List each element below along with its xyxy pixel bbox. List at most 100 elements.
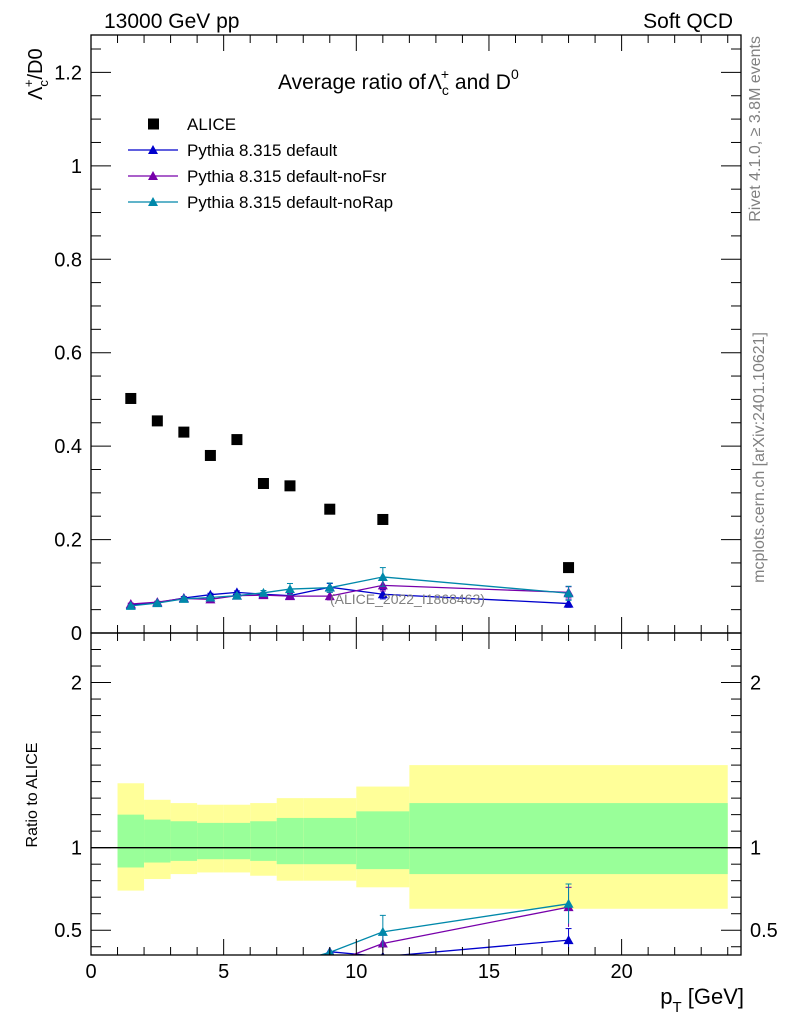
- axis-ticks: [90, 35, 741, 955]
- main-point-noRap: [258, 587, 269, 597]
- main-y-tick-label: 0.4: [54, 436, 82, 458]
- ratio-point-noRap: [179, 980, 189, 989]
- ratio-y-tick-label-right: 1: [750, 838, 761, 860]
- main-title-mid: and D: [449, 71, 511, 94]
- ratio-uncertainty-bands: [117, 765, 728, 909]
- ratio-point-default: [563, 935, 574, 945]
- main-y-axis-label: Λc+/D0: [21, 48, 51, 100]
- y-label-sub: c: [36, 80, 51, 87]
- main-panel-series: [125, 392, 575, 610]
- legend-label-default: Pythia 8.315 default: [187, 141, 338, 160]
- main-title: Average ratio ofΛc+ and D0: [278, 66, 519, 98]
- alice-data-point: [563, 562, 575, 574]
- legend-marker-default: [148, 145, 158, 154]
- main-y-tick-label: 0.2: [54, 530, 82, 552]
- main-point-noRap: [324, 582, 335, 592]
- inner-band-bin: [356, 811, 410, 870]
- ratio-point-default: [232, 973, 242, 982]
- inner-band-bin: [223, 822, 251, 860]
- x-label-sub: T: [672, 999, 681, 1016]
- x-tick-label: 10: [345, 961, 367, 983]
- main-point-noRap: [152, 598, 163, 608]
- mcplots-label: mcplots.cern.ch [arXiv:2401.10621]: [751, 332, 768, 583]
- main-point-noRap: [231, 590, 242, 600]
- ratio-point-default: [285, 966, 295, 975]
- ratio-point-default: [179, 979, 189, 988]
- ratio-y-tick-label-right: 2: [750, 673, 761, 695]
- inner-band-bin: [276, 817, 304, 865]
- inner-band-bin: [409, 803, 728, 875]
- main-point-default: [563, 598, 574, 608]
- alice-data-point: [231, 434, 243, 446]
- ratio-point-default: [205, 972, 215, 981]
- alice-data-point: [377, 513, 389, 525]
- alice-data-point: [257, 478, 269, 489]
- alice-data-point: [178, 426, 190, 438]
- inner-band-bin: [303, 817, 357, 865]
- legend: ALICE Pythia 8.315 default Pythia 8.315 de…: [128, 115, 393, 212]
- ratio-point-noFsr: [258, 966, 268, 975]
- inner-band-bin: [197, 822, 224, 860]
- x-tick-label: 20: [610, 961, 632, 983]
- main-title-lambda: Λ: [428, 71, 442, 94]
- alice-data-point: [125, 392, 137, 404]
- header-left-label: 13000 GeV pp: [104, 10, 239, 33]
- rivet-version-label: Rivet 4.1.0, ≥ 3.8M events: [747, 36, 764, 222]
- main-y-tick-label: 1.2: [54, 62, 82, 84]
- ratio-y-axis-label: Ratio to ALICE: [24, 743, 41, 848]
- ratio-point-default: [126, 988, 136, 997]
- main-point-default: [377, 589, 388, 599]
- legend-label-alice: ALICE: [187, 115, 236, 134]
- legend-label-noFsr: Pythia 8.315 default-noFsr: [187, 167, 387, 186]
- ratio-panel-frame: [90, 632, 742, 956]
- main-point-noRap: [178, 593, 189, 603]
- alice-data-point: [284, 480, 296, 492]
- x-label-rest: [GeV]: [682, 984, 744, 1009]
- legend-marker-noFsr: [148, 171, 158, 180]
- main-title-sub: c: [442, 82, 449, 98]
- ratio-point-noFsr: [126, 987, 136, 996]
- alice-data-point: [151, 415, 163, 427]
- inner-band-bin: [170, 821, 198, 861]
- main-y-tick-label: 0.6: [54, 343, 82, 365]
- main-point-noRap: [205, 592, 216, 602]
- main-y-tick-label: 1: [71, 156, 82, 178]
- ratio-point-noRap: [205, 975, 215, 984]
- main-title-prefix: Average ratio of: [278, 71, 426, 94]
- main-line-noFsr: [130, 584, 569, 605]
- inner-band-bin: [144, 819, 171, 863]
- ratio-point-noFsr: [325, 959, 335, 968]
- main-point-noFsr: [324, 591, 335, 601]
- y-label-sup: +: [21, 80, 36, 88]
- ratio-point-noFsr: [285, 966, 295, 975]
- main-point-noRap: [377, 571, 388, 581]
- inner-band-bin: [250, 821, 277, 861]
- main-point-noFsr: [284, 591, 295, 601]
- ratio-y-tick-label-left: 0.5: [54, 920, 82, 942]
- legend-label-noRap: Pythia 8.315 default-noRap: [187, 193, 393, 212]
- analysis-watermark: (ALICE_2022_I1868463): [330, 591, 485, 607]
- alice-data-point: [204, 449, 216, 461]
- ratio-point-noRap: [152, 985, 162, 994]
- x-axis-label: pT [GeV]: [660, 984, 744, 1016]
- x-tick-label: 15: [478, 961, 500, 983]
- axis-tick-labels: 0 5 10 15 20 0 0.2 0.4 0.6 0.8 1 1.2 0.5 0.5 1 1 2 2: [54, 62, 778, 983]
- main-point-noRap: [563, 588, 574, 598]
- inner-band-bin: [117, 814, 145, 868]
- main-point-noRap: [125, 600, 136, 610]
- main-title-sup: +: [441, 66, 449, 82]
- main-point-noRap: [284, 584, 295, 594]
- ratio-point-noFsr: [232, 976, 242, 985]
- ratio-y-tick-label-right: 0.5: [750, 920, 778, 942]
- y-label-rest: /D0: [25, 48, 47, 79]
- x-label-p: p: [660, 984, 672, 1009]
- alice-data-point: [324, 503, 336, 515]
- legend-marker-alice: [148, 118, 159, 130]
- x-tick-label: 5: [218, 961, 229, 983]
- ratio-point-noRap: [126, 989, 136, 998]
- ratio-point-noFsr: [205, 976, 215, 985]
- main-y-tick-label: 0: [71, 623, 82, 645]
- y-label-lambda: Λ: [25, 86, 47, 100]
- ratio-point-noFsr: [179, 979, 189, 988]
